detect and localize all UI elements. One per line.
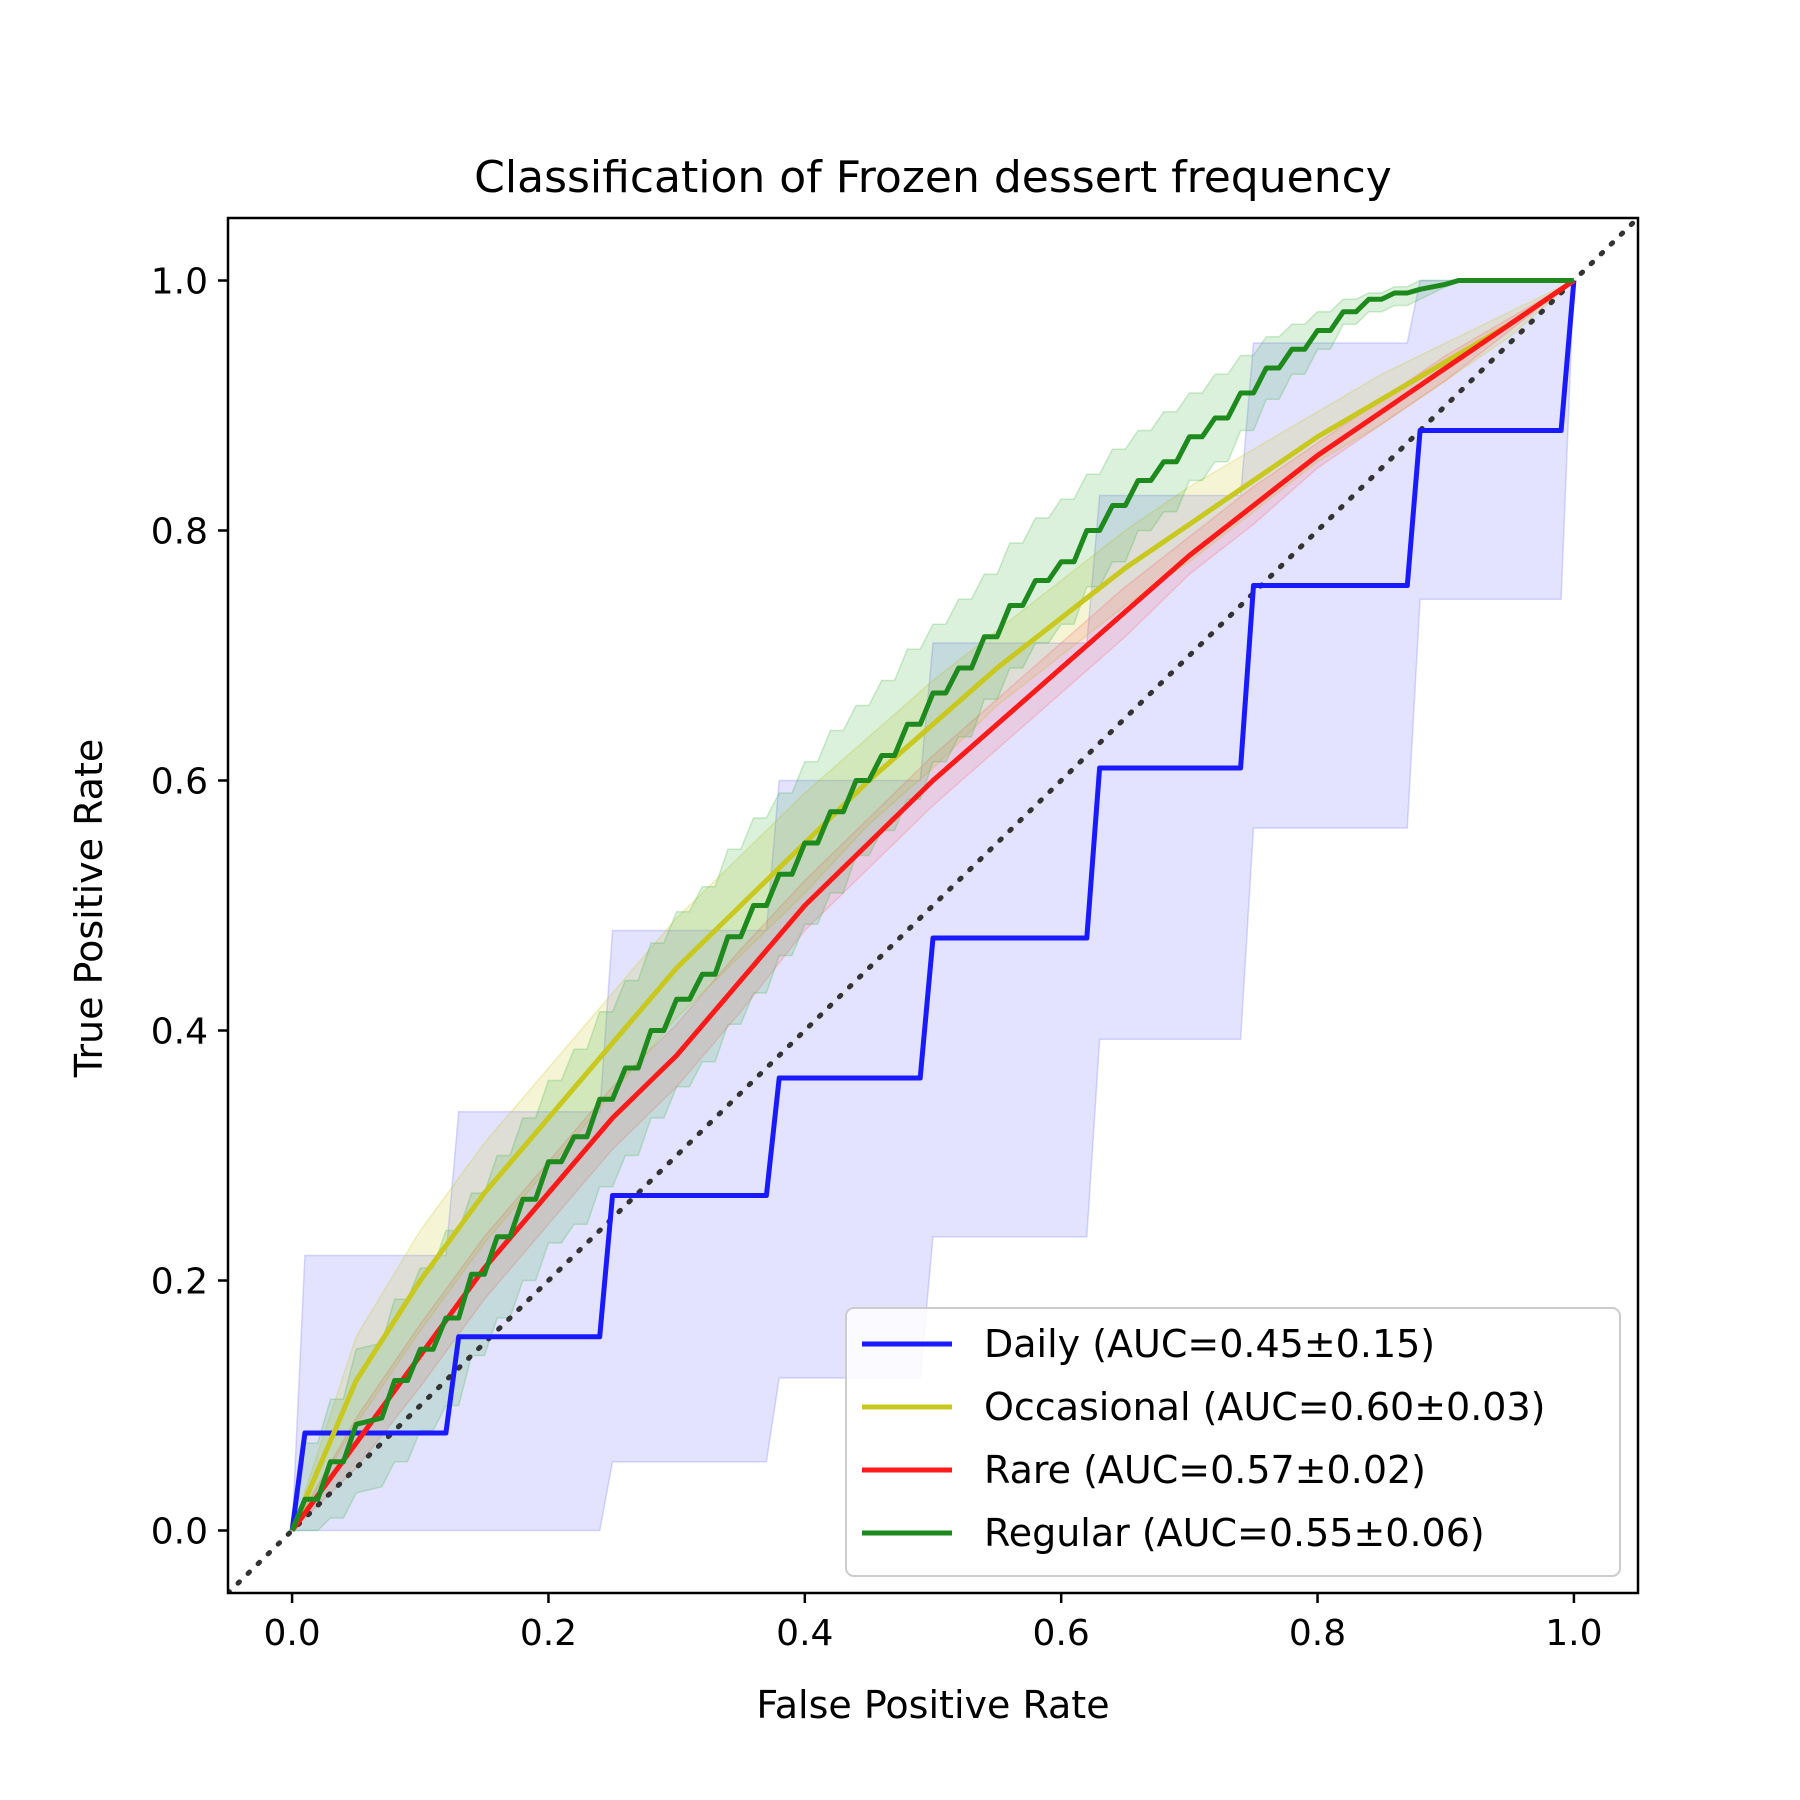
chance-line [228,218,1638,1593]
y-tick-label: 0.6 [151,762,208,803]
legend: Daily (AUC=0.45±0.15) Occasional (AUC=0.6… [845,1307,1621,1577]
x-tick-label: 0.6 [1033,1613,1090,1654]
y-tick-label: 0.0 [151,1512,208,1553]
x-tick-label: 0.8 [1289,1613,1346,1654]
occasional-roc-line [289,278,1576,1532]
chance-diagonal [228,218,1638,1593]
x-tick-label: 1.0 [1545,1613,1602,1654]
x-axis-label: False Positive Rate [756,1683,1109,1727]
legend-box [845,1307,1621,1577]
y-tick-label: 0.4 [151,1012,208,1053]
y-axis-label: True Positive Rate [67,739,111,1079]
y-tick-label: 0.8 [151,512,208,553]
regular-roc-line [289,278,1574,1532]
x-axis-ticks: 0.0 0.2 0.4 0.6 0.8 1.0 [263,1593,1603,1654]
plot-frame [226,216,1640,1595]
x-tick-label: 0.0 [263,1613,320,1654]
x-tick-label: 0.4 [776,1613,833,1654]
daily-legend-label: Daily (AUC=0.45±0.15) [984,1322,1435,1366]
roc-curves [289,278,1577,1532]
regular-legend-label: Regular (AUC=0.55±0.06) [984,1511,1485,1555]
x-tick-label: 0.2 [520,1613,577,1654]
daily-roc-line [289,280,1577,1531]
y-tick-label: 1.0 [151,262,208,303]
chart-title: Classification of Frozen dessert frequen… [474,152,1392,203]
rare-legend-label: Rare (AUC=0.57±0.02) [984,1448,1426,1492]
y-tick-label: 0.2 [151,1262,208,1303]
y-axis-ticks: 0.0 0.2 0.4 0.6 0.8 1.0 [151,262,228,1553]
rare-roc-line [290,278,1576,1532]
occasional-legend-label: Occasional (AUC=0.60±0.03) [984,1385,1545,1429]
